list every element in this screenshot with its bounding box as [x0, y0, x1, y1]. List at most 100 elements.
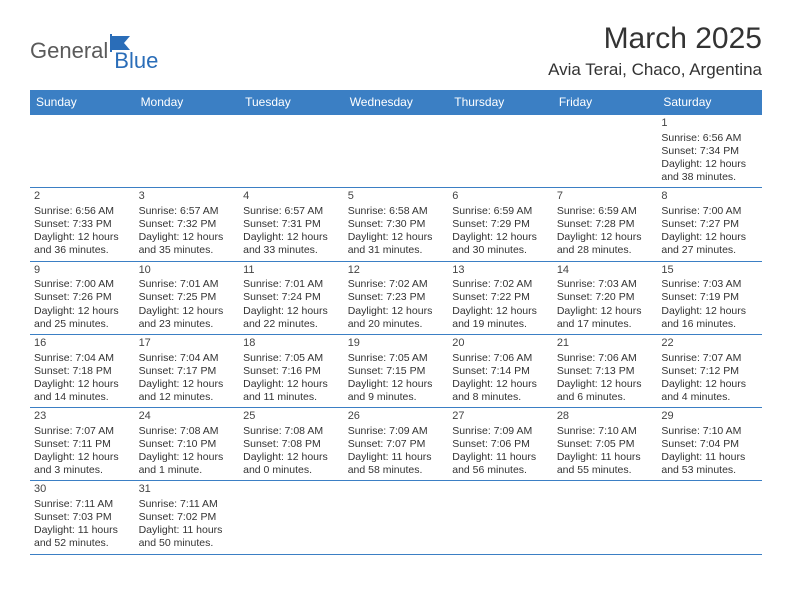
daylight-line-1: Daylight: 12 hours — [34, 451, 131, 464]
daylight-line-2: and 25 minutes. — [34, 318, 131, 331]
day-number: 28 — [557, 410, 654, 424]
daylight-line-2: and 22 minutes. — [243, 318, 340, 331]
sunset-line: Sunset: 7:22 PM — [452, 291, 549, 304]
daylight-line-2: and 23 minutes. — [139, 318, 236, 331]
sunrise-line: Sunrise: 6:57 AM — [139, 205, 236, 218]
calendar-day-cell: 2Sunrise: 6:56 AMSunset: 7:33 PMDaylight… — [30, 188, 135, 261]
daylight-line-2: and 19 minutes. — [452, 318, 549, 331]
calendar-day-cell — [135, 115, 240, 188]
calendar-day-cell — [448, 115, 553, 188]
calendar-day-cell: 12Sunrise: 7:02 AMSunset: 7:23 PMDayligh… — [344, 261, 449, 334]
calendar-day-cell: 25Sunrise: 7:08 AMSunset: 7:08 PMDayligh… — [239, 408, 344, 481]
sunrise-line: Sunrise: 7:11 AM — [139, 498, 236, 511]
daylight-line-1: Daylight: 11 hours — [139, 524, 236, 537]
logo: General Blue — [30, 22, 158, 74]
daylight-line-1: Daylight: 11 hours — [452, 451, 549, 464]
title-block: March 2025 Avia Terai, Chaco, Argentina — [548, 22, 762, 80]
calendar-day-cell: 28Sunrise: 7:10 AMSunset: 7:05 PMDayligh… — [553, 408, 658, 481]
day-number: 27 — [452, 410, 549, 424]
day-number: 6 — [452, 190, 549, 204]
daylight-line-1: Daylight: 12 hours — [661, 158, 758, 171]
calendar-day-cell: 7Sunrise: 6:59 AMSunset: 7:28 PMDaylight… — [553, 188, 658, 261]
day-number: 21 — [557, 337, 654, 351]
daylight-line-1: Daylight: 12 hours — [348, 231, 445, 244]
day-number: 9 — [34, 264, 131, 278]
daylight-line-2: and 31 minutes. — [348, 244, 445, 257]
daylight-line-2: and 38 minutes. — [661, 171, 758, 184]
daylight-line-2: and 33 minutes. — [243, 244, 340, 257]
sunrise-line: Sunrise: 6:58 AM — [348, 205, 445, 218]
sunset-line: Sunset: 7:26 PM — [34, 291, 131, 304]
sunrise-line: Sunrise: 7:03 AM — [557, 278, 654, 291]
sunrise-line: Sunrise: 6:59 AM — [557, 205, 654, 218]
sunset-line: Sunset: 7:04 PM — [661, 438, 758, 451]
daylight-line-1: Daylight: 12 hours — [661, 378, 758, 391]
calendar-week-row: 16Sunrise: 7:04 AMSunset: 7:18 PMDayligh… — [30, 334, 762, 407]
calendar-day-cell — [239, 115, 344, 188]
sunrise-line: Sunrise: 7:06 AM — [452, 352, 549, 365]
sunrise-line: Sunrise: 7:06 AM — [557, 352, 654, 365]
sunset-line: Sunset: 7:07 PM — [348, 438, 445, 451]
day-number: 23 — [34, 410, 131, 424]
daylight-line-1: Daylight: 12 hours — [557, 231, 654, 244]
daylight-line-1: Daylight: 12 hours — [348, 305, 445, 318]
calendar-day-cell: 9Sunrise: 7:00 AMSunset: 7:26 PMDaylight… — [30, 261, 135, 334]
daylight-line-1: Daylight: 12 hours — [139, 378, 236, 391]
sunset-line: Sunset: 7:11 PM — [34, 438, 131, 451]
calendar-day-cell: 1Sunrise: 6:56 AMSunset: 7:34 PMDaylight… — [657, 115, 762, 188]
sunset-line: Sunset: 7:12 PM — [661, 365, 758, 378]
daylight-line-1: Daylight: 11 hours — [34, 524, 131, 537]
calendar-week-row: 9Sunrise: 7:00 AMSunset: 7:26 PMDaylight… — [30, 261, 762, 334]
daylight-line-2: and 28 minutes. — [557, 244, 654, 257]
daylight-line-2: and 16 minutes. — [661, 318, 758, 331]
day-number: 30 — [34, 483, 131, 497]
daylight-line-2: and 9 minutes. — [348, 391, 445, 404]
daylight-line-1: Daylight: 12 hours — [452, 305, 549, 318]
day-number: 26 — [348, 410, 445, 424]
sunset-line: Sunset: 7:05 PM — [557, 438, 654, 451]
logo-text-blue: Blue — [114, 48, 158, 74]
calendar-day-cell: 20Sunrise: 7:06 AMSunset: 7:14 PMDayligh… — [448, 334, 553, 407]
day-number: 10 — [139, 264, 236, 278]
calendar-day-cell: 11Sunrise: 7:01 AMSunset: 7:24 PMDayligh… — [239, 261, 344, 334]
day-number: 11 — [243, 264, 340, 278]
sunrise-line: Sunrise: 7:10 AM — [557, 425, 654, 438]
sunset-line: Sunset: 7:23 PM — [348, 291, 445, 304]
day-number: 12 — [348, 264, 445, 278]
day-number: 19 — [348, 337, 445, 351]
daylight-line-1: Daylight: 12 hours — [661, 231, 758, 244]
daylight-line-2: and 56 minutes. — [452, 464, 549, 477]
day-number: 14 — [557, 264, 654, 278]
calendar-day-cell: 4Sunrise: 6:57 AMSunset: 7:31 PMDaylight… — [239, 188, 344, 261]
sunrise-line: Sunrise: 7:03 AM — [661, 278, 758, 291]
sunrise-line: Sunrise: 7:04 AM — [139, 352, 236, 365]
sunset-line: Sunset: 7:16 PM — [243, 365, 340, 378]
sunset-line: Sunset: 7:08 PM — [243, 438, 340, 451]
sunset-line: Sunset: 7:20 PM — [557, 291, 654, 304]
daylight-line-2: and 20 minutes. — [348, 318, 445, 331]
weekday-header: Wednesday — [344, 90, 449, 115]
sunset-line: Sunset: 7:27 PM — [661, 218, 758, 231]
sunrise-line: Sunrise: 6:59 AM — [452, 205, 549, 218]
daylight-line-2: and 1 minute. — [139, 464, 236, 477]
sunset-line: Sunset: 7:15 PM — [348, 365, 445, 378]
calendar-week-row: 2Sunrise: 6:56 AMSunset: 7:33 PMDaylight… — [30, 188, 762, 261]
daylight-line-2: and 14 minutes. — [34, 391, 131, 404]
calendar-day-cell: 6Sunrise: 6:59 AMSunset: 7:29 PMDaylight… — [448, 188, 553, 261]
daylight-line-1: Daylight: 12 hours — [139, 231, 236, 244]
sunset-line: Sunset: 7:14 PM — [452, 365, 549, 378]
day-number: 1 — [661, 117, 758, 131]
daylight-line-1: Daylight: 11 hours — [557, 451, 654, 464]
daylight-line-1: Daylight: 12 hours — [243, 231, 340, 244]
daylight-line-2: and 36 minutes. — [34, 244, 131, 257]
calendar-day-cell: 29Sunrise: 7:10 AMSunset: 7:04 PMDayligh… — [657, 408, 762, 481]
header: General Blue March 2025 Avia Terai, Chac… — [30, 22, 762, 80]
weekday-header: Monday — [135, 90, 240, 115]
sunset-line: Sunset: 7:02 PM — [139, 511, 236, 524]
calendar-day-cell: 26Sunrise: 7:09 AMSunset: 7:07 PMDayligh… — [344, 408, 449, 481]
sunrise-line: Sunrise: 7:07 AM — [34, 425, 131, 438]
sunset-line: Sunset: 7:18 PM — [34, 365, 131, 378]
sunset-line: Sunset: 7:29 PM — [452, 218, 549, 231]
calendar-day-cell: 8Sunrise: 7:00 AMSunset: 7:27 PMDaylight… — [657, 188, 762, 261]
calendar-day-cell: 14Sunrise: 7:03 AMSunset: 7:20 PMDayligh… — [553, 261, 658, 334]
